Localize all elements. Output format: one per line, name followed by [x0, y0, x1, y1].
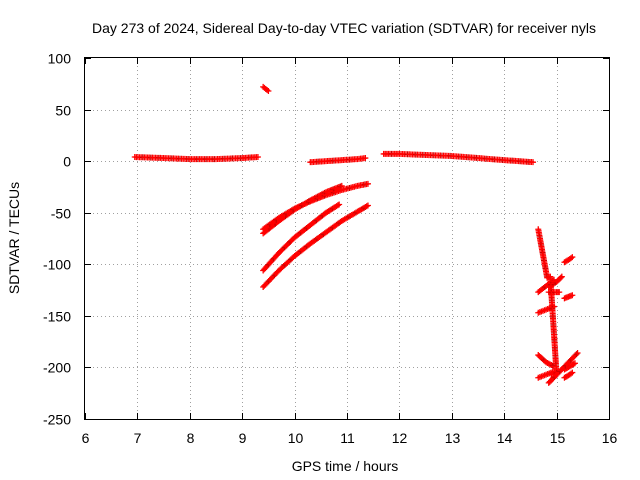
y-tick-label: 100: [48, 51, 72, 67]
data-point: [573, 351, 580, 358]
data-point: [571, 360, 578, 367]
series-late-8: [561, 254, 576, 266]
data-point: [569, 254, 576, 261]
data-point: [570, 361, 577, 368]
data-point: [569, 369, 576, 376]
axis-ticks: 6 7 8 9 10 11 12 13 14 15 16 100 50 0 -50 -100 -150 -200 -…: [43, 51, 618, 447]
series-arc-f: [260, 180, 371, 233]
data-point: [363, 203, 370, 210]
y-tick-label: -200: [43, 360, 71, 376]
y-tick-label: 50: [55, 103, 71, 119]
data-point: [557, 274, 564, 281]
y-tick-label: -150: [43, 309, 71, 325]
grid: [85, 58, 609, 419]
data-point: [530, 159, 537, 166]
y-axis-label: SDTVAR / TECUs: [6, 182, 22, 294]
x-tick-label: 15: [550, 430, 566, 446]
data-point: [568, 255, 575, 262]
data-point: [265, 88, 272, 95]
series-arc-c: [307, 155, 369, 166]
x-tick-label: 16: [602, 430, 618, 446]
data-point: [364, 180, 371, 187]
data-point: [569, 292, 576, 299]
x-tick-label: 7: [134, 430, 142, 446]
data-point: [254, 154, 261, 161]
series-arc-h: [260, 202, 371, 290]
data-point: [574, 349, 581, 356]
series-late-11: [561, 369, 576, 381]
data-point: [364, 202, 371, 209]
x-tick-label: 14: [497, 430, 513, 446]
data-point: [556, 289, 563, 296]
series-isolated: [535, 226, 581, 386]
chart-title: Day 273 of 2024, Sidereal Day-to-day VTE…: [92, 20, 596, 36]
data-point: [568, 370, 575, 377]
y-tick-label: -50: [51, 206, 71, 222]
plot-frame: [84, 57, 610, 420]
x-tick-label: 10: [288, 430, 304, 446]
series-arc-b: [260, 83, 272, 95]
y-tick-label: -250: [43, 412, 71, 428]
x-axis-label: GPS time / hours: [292, 458, 399, 474]
x-tick-label: 9: [239, 430, 247, 446]
data-points: [131, 83, 581, 386]
data-point: [558, 273, 565, 280]
data-point: [362, 155, 369, 162]
data-point: [336, 201, 343, 208]
series-arc-g: [260, 201, 343, 274]
series-arc-a: [131, 154, 261, 163]
data-point: [264, 86, 271, 93]
x-tick-label: 8: [187, 430, 195, 446]
x-tick-label: 6: [82, 430, 90, 446]
series-arc-d: [380, 150, 537, 166]
x-tick-label: 13: [445, 430, 461, 446]
y-tick-label: 0: [63, 154, 71, 170]
x-tick-label: 11: [340, 430, 355, 446]
y-tick-label: -100: [43, 257, 71, 273]
data-point: [334, 202, 341, 209]
data-point: [549, 362, 556, 369]
x-tick-label: 12: [392, 430, 408, 446]
series-late-9: [561, 292, 576, 302]
